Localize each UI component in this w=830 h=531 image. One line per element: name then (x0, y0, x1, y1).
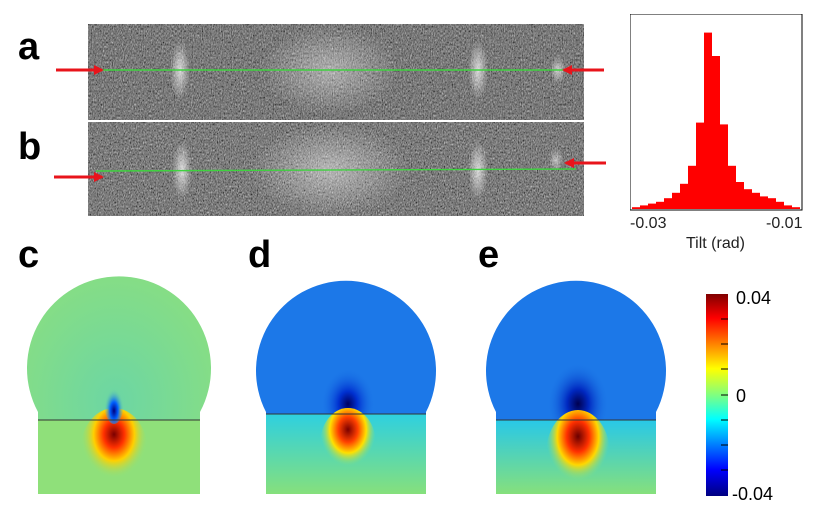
histogram-xtick-left: -0.03 (630, 215, 667, 232)
field-map-panel-c (27, 276, 211, 494)
histogram-bar (688, 165, 696, 209)
colorbar-mid-label: 0 (736, 386, 747, 406)
histogram-bar (752, 192, 760, 209)
histogram-bar (680, 183, 688, 209)
histogram-bar (656, 201, 664, 209)
histogram-bar (648, 203, 656, 209)
image-panel-a (88, 24, 584, 120)
histogram-bar (768, 198, 776, 209)
image-panel-b (88, 122, 584, 216)
histogram-bar (696, 122, 704, 209)
panel-label-c: c (18, 234, 40, 276)
histogram-xlabel: Tilt (rad) (686, 235, 745, 252)
field-map-panel-d (256, 280, 436, 494)
histogram-bar (632, 207, 640, 209)
panel-label-a: a (18, 26, 40, 68)
guide-line-b (95, 168, 577, 172)
panel-label-d: d (248, 234, 272, 276)
histogram-bar (672, 192, 680, 209)
field-map-panel-e (486, 280, 666, 494)
histogram-bar (776, 201, 784, 209)
panel-label-b: b (18, 126, 42, 168)
histogram-bar (712, 56, 720, 209)
histogram-bar (792, 207, 800, 209)
histogram-bar (720, 124, 728, 209)
histogram-bar (728, 165, 736, 209)
colorbar-min-label: -0.04 (732, 484, 774, 504)
histogram-bar (704, 32, 712, 209)
histogram-bar (736, 182, 744, 209)
histogram-panel-f: -0.03 -0.01 Tilt (rad) (630, 14, 803, 252)
histogram-bar (760, 196, 768, 209)
colorbar (706, 294, 728, 496)
histogram-bar (664, 198, 672, 209)
histogram-bar (744, 189, 752, 209)
histogram-bar (784, 205, 792, 209)
histogram-bar (640, 205, 648, 209)
panel-label-e: e (478, 234, 500, 276)
colorbar-max-label: 0.04 (736, 288, 772, 308)
histogram-xtick-right: -0.01 (766, 215, 803, 232)
histogram-bars (632, 32, 800, 209)
